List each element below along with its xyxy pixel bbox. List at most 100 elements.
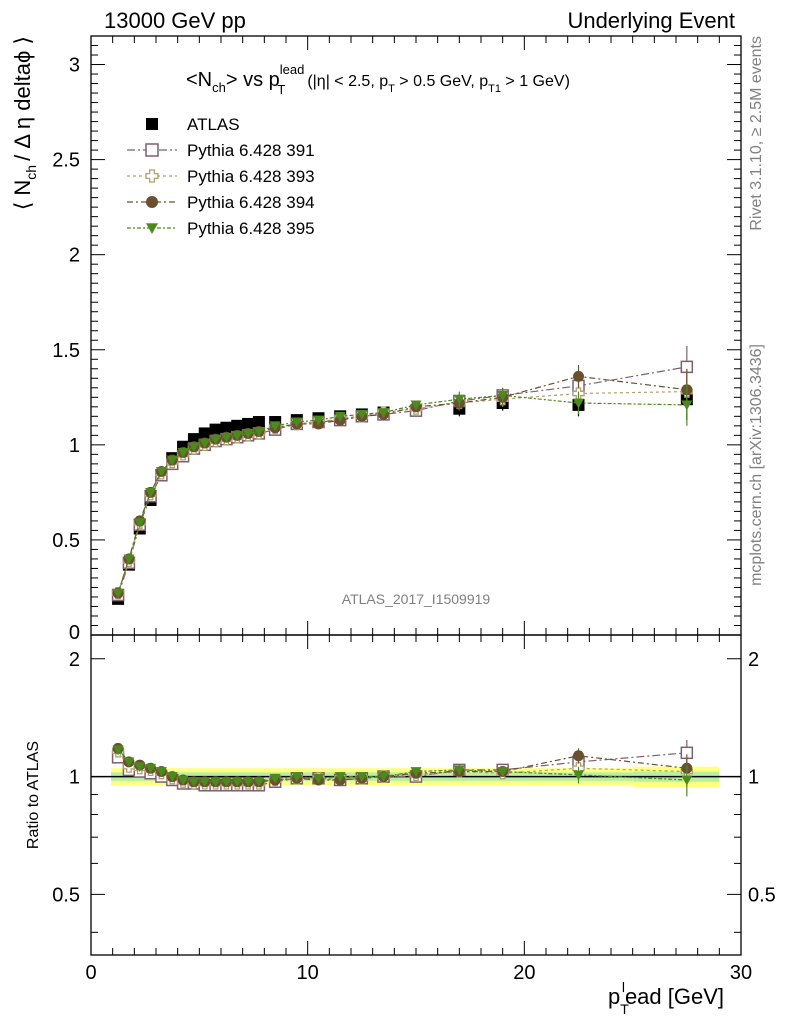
series-4-point xyxy=(166,455,178,466)
legend-marker xyxy=(146,223,158,234)
series-4-point xyxy=(291,417,303,428)
ratio-series-3-point xyxy=(199,777,211,788)
series-0-point xyxy=(209,423,222,436)
series-4-point xyxy=(681,400,693,411)
ratio-series-3-point xyxy=(253,777,265,788)
legend-label: Pythia 6.428 393 xyxy=(187,167,315,186)
y-tick-label: 0 xyxy=(69,622,80,644)
ratio-tick-label: 0.5 xyxy=(52,884,80,906)
series-4-point xyxy=(453,394,465,405)
ratio-plot-frame xyxy=(90,634,742,956)
series-4-point xyxy=(188,442,200,453)
ratio-tick-label-right: 1 xyxy=(748,767,759,789)
analysis-id: ATLAS_2017_I1509919 xyxy=(342,591,491,607)
ratio-series-3-point xyxy=(410,767,422,778)
ratio-tick-label-right: 0.5 xyxy=(748,884,776,906)
ratio-series-3-point xyxy=(210,777,222,788)
series-4-point xyxy=(334,411,346,422)
series-0-point xyxy=(220,421,233,434)
series-4-point xyxy=(242,429,254,439)
ratio-series-3-point xyxy=(145,763,157,774)
series-0-point xyxy=(252,416,265,429)
ratio-tick-label: 2 xyxy=(69,649,80,671)
header-right: Underlying Event xyxy=(567,8,735,33)
series-4-point xyxy=(497,391,509,401)
header-left: 13000 GeV pp xyxy=(104,8,246,33)
ratio-series-3-point xyxy=(231,777,243,788)
series-4-point xyxy=(378,408,389,419)
series-4-point xyxy=(253,427,265,438)
legend-label: Pythia 6.428 394 xyxy=(187,193,315,212)
legend-marker xyxy=(146,118,158,130)
ratio-axis-title: Ratio to ATLAS xyxy=(25,741,42,849)
legend-marker xyxy=(145,143,159,157)
series-4-point xyxy=(210,434,222,445)
legend-label: Pythia 6.428 395 xyxy=(187,219,315,238)
ratio-series-3-point xyxy=(123,757,135,768)
ratio-series-3-point xyxy=(378,772,389,783)
main-series-layer xyxy=(111,345,694,605)
y-tick-label: 1 xyxy=(69,435,80,457)
ratio-series-3-point xyxy=(155,767,167,778)
series-4-point xyxy=(220,432,232,443)
mcplots-label: mcplots.cern.ch [arXiv:1306.3436] xyxy=(748,344,765,586)
y-tick-label: 2.5 xyxy=(52,150,80,172)
ratio-series-3-point xyxy=(269,773,281,784)
x-tick-label: 0 xyxy=(85,962,96,984)
x-tick-label: 10 xyxy=(297,962,319,984)
ratio-series-2-point xyxy=(573,750,584,762)
series-2-line xyxy=(117,390,687,594)
y-axis-title: ⟨ Nch/ Δ η deltaϕ ⟩ xyxy=(10,36,39,210)
series-4-point xyxy=(112,588,124,599)
legend: ATLAS Pythia 6.428 391 Pythia 6.428 393 Pyt… xyxy=(127,115,315,238)
ratio-series-3-point xyxy=(497,767,509,778)
series-4-point xyxy=(123,554,135,565)
ratio-series-3-point xyxy=(177,775,189,786)
series-4-point xyxy=(155,467,167,477)
ratio-series-3-point xyxy=(453,765,465,776)
series-4-line xyxy=(117,394,687,594)
ratio-series-3-point xyxy=(166,772,178,783)
ratio-series-layer xyxy=(111,740,694,797)
series-4-point xyxy=(199,438,211,449)
series-0-point xyxy=(231,419,244,432)
ratio-series-3-point xyxy=(242,777,254,788)
ratio-series-3-point xyxy=(134,762,146,773)
ratio-series-3-point xyxy=(681,775,693,786)
ratio-series-3-point xyxy=(334,772,346,783)
series-4-point xyxy=(356,410,368,420)
legend-label: Pythia 6.428 391 xyxy=(187,141,315,160)
series-3-line xyxy=(117,375,687,594)
ratio-series-3-point xyxy=(112,745,124,756)
series-4-point xyxy=(410,400,422,411)
series-0-point xyxy=(198,427,211,440)
rivet-label: Rivet 3.1.10, ≥ 2.5M events xyxy=(748,36,765,231)
legend-marker xyxy=(145,169,159,183)
ratio-series-3-point xyxy=(291,772,303,783)
series-4-point xyxy=(145,487,157,498)
y-tick-label: 1.5 xyxy=(52,340,80,362)
series-1-line xyxy=(117,366,687,596)
ratio-tick-label-right: 2 xyxy=(748,649,759,671)
x-tick-label: 20 xyxy=(513,962,535,984)
y-tick-label: 2 xyxy=(69,245,80,267)
series-4-point xyxy=(231,430,243,441)
ratio-series-3-point xyxy=(220,777,232,788)
ratio-series-3-point xyxy=(573,770,584,781)
legend-marker xyxy=(146,196,158,208)
ratio-tick-label: 1 xyxy=(69,767,80,789)
x-tick-label: 30 xyxy=(730,962,752,984)
series-4-point xyxy=(269,421,281,432)
series-0-point xyxy=(242,417,255,430)
legend-label: ATLAS xyxy=(187,115,240,134)
x-axis-title: pTlead [GeV] xyxy=(608,979,724,1017)
series-4-point xyxy=(177,448,189,458)
series-3-point xyxy=(573,370,584,382)
series-4-point xyxy=(313,415,324,426)
y-tick-label: 0.5 xyxy=(52,530,80,552)
series-4-point xyxy=(573,398,584,409)
y-tick-label: 3 xyxy=(69,55,80,77)
ratio-series-3-point xyxy=(356,772,368,783)
plot-title: <Nch> vs plead T (|η| < 2.5, pT > 0.5 GeV,… xyxy=(186,62,570,97)
